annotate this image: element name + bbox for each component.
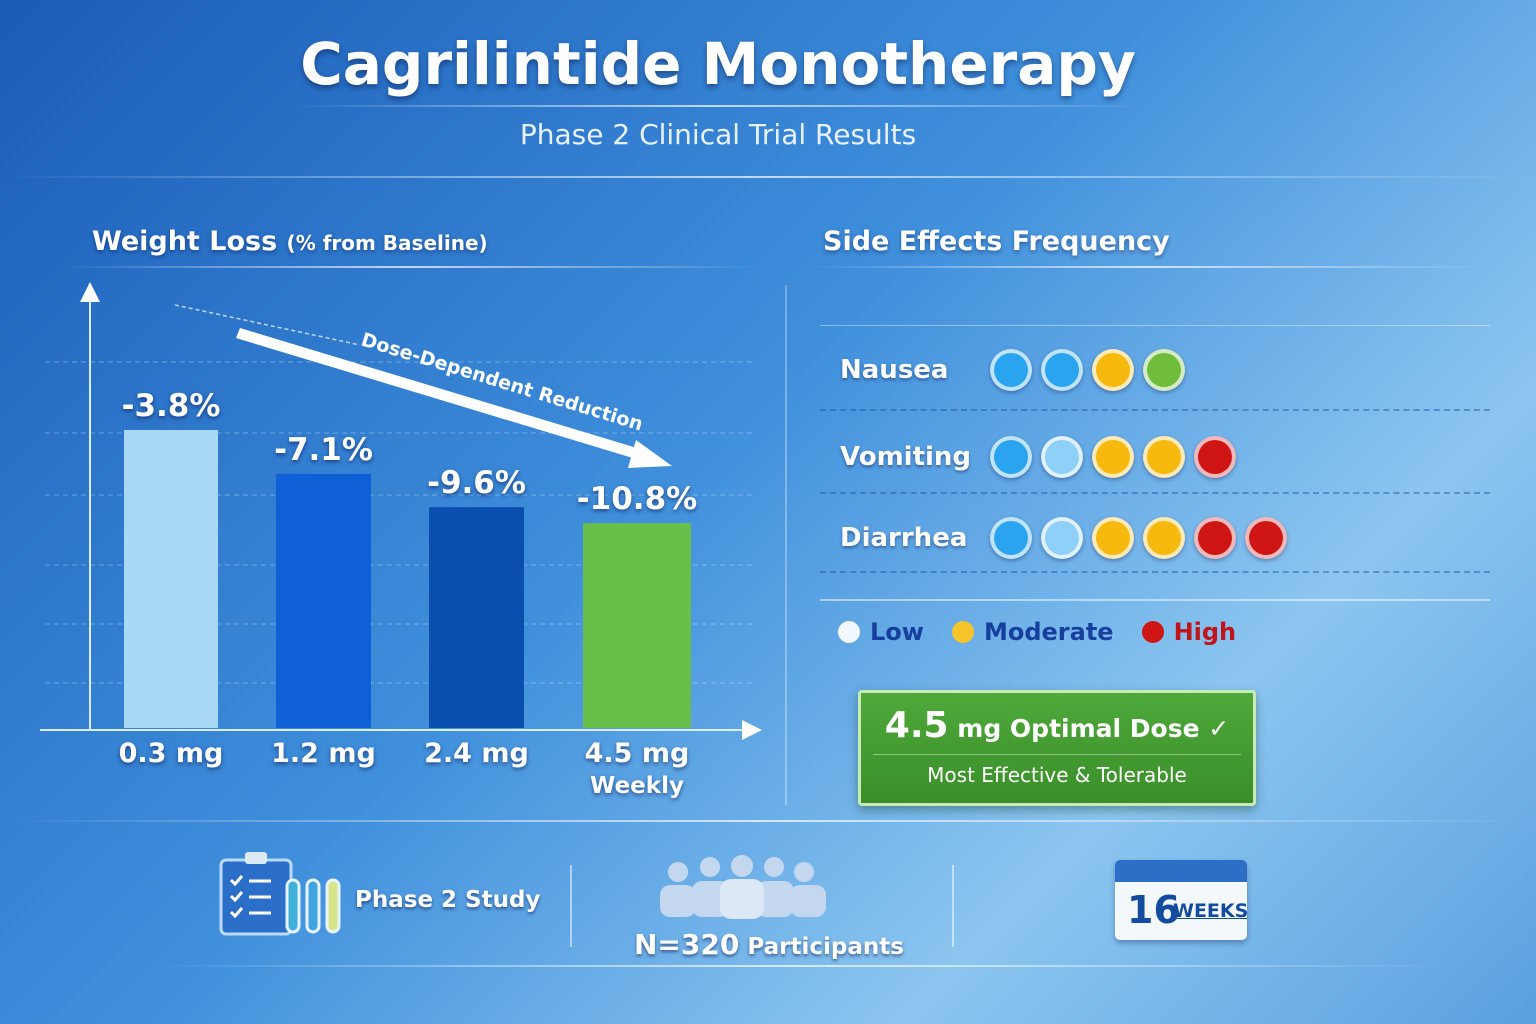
divider — [290, 105, 1150, 107]
legend-label: Moderate — [983, 618, 1114, 646]
divider — [60, 266, 760, 268]
bar-1 — [276, 473, 371, 728]
calendar-icon: 16 WEEKS — [1115, 860, 1247, 940]
x-tick-text: 1.2 mg — [271, 738, 376, 769]
severity-dot — [990, 517, 1032, 559]
trend-arrow-shaft — [236, 328, 650, 462]
study-phase-label: Phase 2 Study — [355, 887, 541, 913]
chart-title: Weight Loss (% from Baseline) — [92, 226, 488, 257]
trend-arrow-head — [628, 440, 672, 468]
side-effect-name: Nausea — [840, 355, 949, 385]
data-label: -10.8% — [576, 481, 698, 518]
participants-icon — [660, 855, 826, 919]
severity-dot — [1194, 517, 1236, 559]
severity-legend: Low Moderate High — [838, 618, 1264, 646]
callout-dose: 4.5 — [884, 705, 949, 746]
severity-dot — [1092, 436, 1134, 478]
divider — [0, 176, 1536, 178]
legend-label: High — [1173, 618, 1237, 646]
severity-dot — [990, 349, 1032, 391]
divider — [810, 266, 1490, 268]
divider — [0, 820, 1536, 822]
side-effect-row: Diarrhea — [840, 508, 1296, 568]
severity-dot — [1041, 349, 1083, 391]
page-title: Cagrilintide Monotherapy — [300, 30, 1136, 98]
x-tick-text: 2.4 mg — [424, 738, 529, 769]
participants-n: N=320 — [634, 928, 740, 961]
duration-number: 16 — [1127, 888, 1180, 932]
side-effect-name: Vomiting — [840, 442, 972, 472]
data-label: -3.8% — [121, 388, 221, 424]
bar-2 — [429, 507, 524, 728]
data-label: -7.1% — [274, 431, 373, 468]
trend-arrow-tail — [174, 304, 361, 346]
severity-dot — [1143, 517, 1185, 559]
x-tick-label: 1.2 mg — [254, 738, 394, 770]
callout-subtext: Most Effective & Tolerable — [873, 754, 1241, 787]
chart-title-suffix: (% from Baseline) — [286, 231, 488, 255]
severity-dot — [1143, 349, 1185, 391]
page-subtitle: Phase 2 Clinical Trial Results — [519, 118, 917, 151]
legend-label: Low — [870, 618, 924, 646]
panel-divider — [785, 285, 787, 805]
optimal-dose-callout: 4.5 mg Optimal Dose ✓ Most Effective & T… — [858, 690, 1256, 806]
x-tick-label: 0.3 mg — [101, 738, 241, 770]
severity-dot — [1092, 517, 1134, 559]
duration-unit: WEEKS — [1173, 900, 1247, 922]
severity-dot — [990, 436, 1032, 478]
calendar-header — [1115, 860, 1247, 882]
severity-dot — [1092, 349, 1134, 391]
legend-dot-high — [1141, 621, 1164, 643]
x-tick-sublabel: Weekly — [590, 773, 684, 799]
severity-dot — [1245, 517, 1287, 559]
x-tick-text: 4.5 mg — [584, 738, 690, 769]
legend-dot-low — [838, 621, 860, 643]
participants-label: Participants — [747, 934, 904, 960]
callout-heading-text: mg Optimal Dose ✓ — [957, 714, 1230, 743]
bar-3 — [583, 523, 691, 728]
weight-loss-chart: Dose-Dependent Reduction — [40, 282, 762, 740]
x-tick-label: 4.5 mg Weekly — [567, 738, 707, 802]
severity-dot — [1194, 436, 1236, 478]
row-separator — [820, 409, 1490, 411]
x-tick-label: 2.4 mg — [407, 738, 547, 770]
divider — [820, 599, 1490, 601]
severity-dot — [1041, 517, 1083, 559]
severity-dot — [1143, 436, 1185, 478]
bar-0 — [124, 430, 218, 728]
row-separator — [820, 492, 1490, 494]
divider — [570, 865, 572, 947]
side-effect-row: Nausea — [840, 340, 1194, 400]
severity-dot — [1041, 436, 1083, 478]
row-separator — [820, 571, 1490, 573]
divider — [952, 865, 954, 947]
participants-count: N=320 Participants — [634, 928, 904, 961]
clipboard-test-tubes-icon — [219, 852, 341, 936]
legend-dot-moderate — [951, 621, 974, 643]
x-tick-text: 0.3 mg — [118, 738, 224, 769]
divider — [150, 965, 1450, 967]
divider — [820, 325, 1490, 326]
chart-title-text: Weight Loss — [92, 226, 278, 257]
side-effects-title: Side Effects Frequency — [823, 226, 1170, 257]
callout-heading: 4.5 mg Optimal Dose ✓ — [861, 705, 1253, 746]
data-label: -9.6% — [427, 465, 526, 502]
side-effect-name: Diarrhea — [840, 523, 968, 553]
side-effect-row: Vomiting — [840, 427, 1245, 487]
